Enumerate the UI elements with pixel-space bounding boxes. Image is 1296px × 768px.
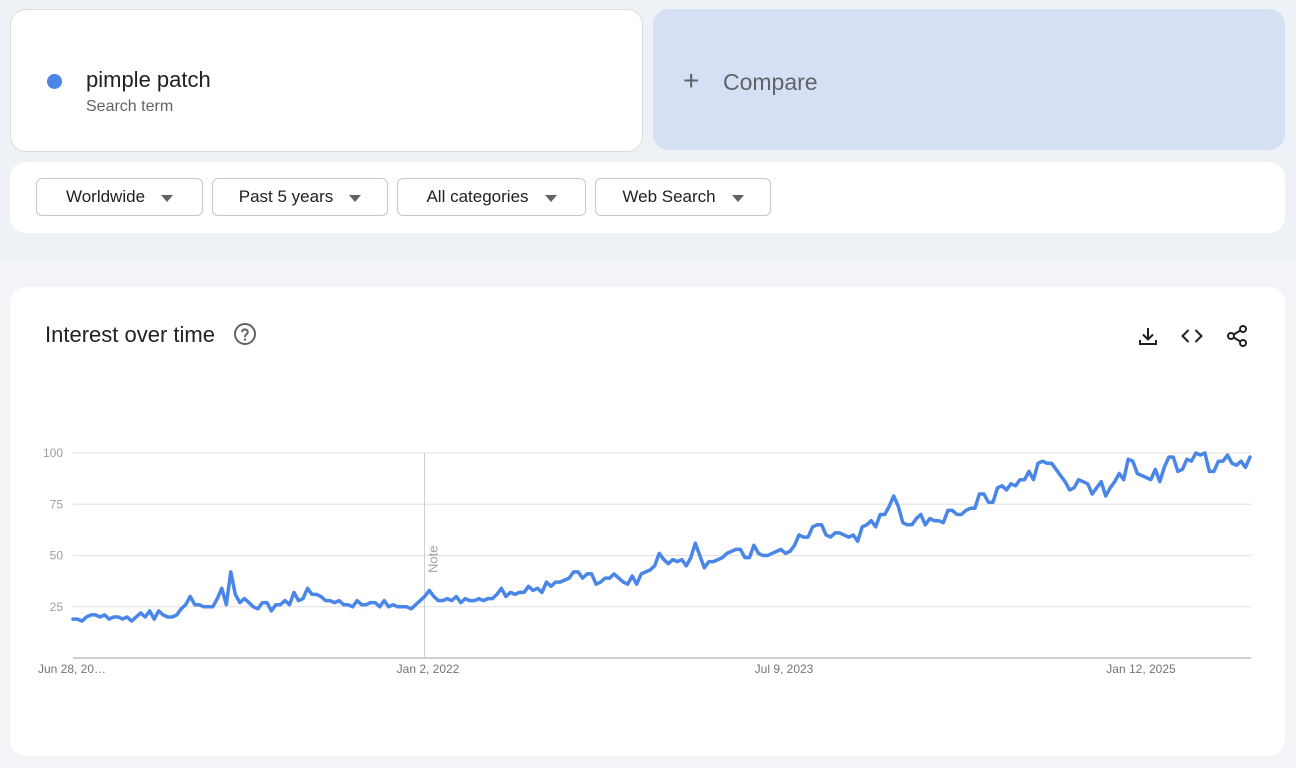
compare-label: Compare: [723, 69, 818, 95]
interest-line-chart: 25 50 75 100 Note Jun 28, 20… Jan 2, 2022 Jul…: [38, 446, 1252, 676]
series-line[interactable]: [71, 451, 1252, 623]
y-tick-label: 75: [50, 497, 64, 511]
time-range-dropdown[interactable]: Past 5 years: [212, 178, 388, 216]
caret-down-icon: [161, 194, 174, 202]
y-tick-label: 50: [50, 549, 64, 563]
caret-down-icon: [731, 194, 744, 202]
x-tick-label: Jan 2, 2022: [397, 662, 460, 676]
x-tick-label: Jul 9, 2023: [755, 662, 814, 676]
plus-icon: +: [683, 65, 700, 96]
category-dropdown[interactable]: All categories: [397, 178, 586, 216]
region-dropdown[interactable]: Worldwide: [36, 178, 203, 216]
download-icon[interactable]: [1136, 324, 1160, 348]
search-term-title[interactable]: pimple patch: [86, 67, 211, 92]
embed-code-icon[interactable]: [1180, 324, 1204, 348]
help-icon[interactable]: [233, 322, 257, 346]
y-tick-label: 25: [50, 600, 64, 614]
share-icon[interactable]: [1225, 324, 1249, 348]
interest-over-time-card: Interest over time 25 50 75 100 Note Jun 28…: [10, 287, 1285, 756]
category-label: All categories: [426, 187, 529, 206]
x-tick-label: Jan 12, 2025: [1106, 662, 1176, 676]
search-term-card[interactable]: pimple patch Search term: [10, 9, 643, 152]
caret-down-icon: [349, 194, 362, 202]
search-term-subtitle: Search term: [86, 98, 174, 115]
compare-button[interactable]: + Compare: [653, 9, 1285, 150]
caret-down-icon: [544, 194, 557, 202]
chart-title: Interest over time: [45, 322, 215, 347]
time-range-label: Past 5 years: [238, 187, 334, 206]
search-type-dropdown[interactable]: Web Search: [595, 178, 771, 216]
term-color-dot: [47, 74, 62, 89]
region-label: Worldwide: [65, 187, 146, 206]
filter-bar: Worldwide Past 5 years All categories We…: [10, 162, 1285, 233]
search-type-label: Web Search: [622, 187, 716, 206]
x-tick-label: Jun 28, 20…: [38, 662, 106, 676]
y-tick-label: 100: [43, 446, 63, 460]
note-label[interactable]: Note: [426, 546, 441, 573]
